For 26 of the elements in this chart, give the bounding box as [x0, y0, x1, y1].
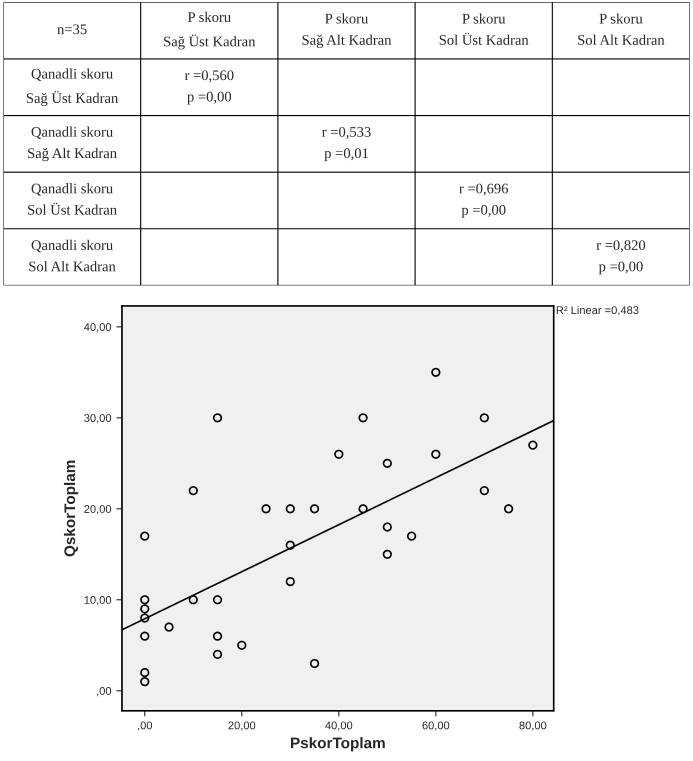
text: r =0,820 p =0,00 — [596, 240, 646, 274]
x-tick-label: 60,00 — [422, 721, 450, 731]
x-tick-label: ,00 — [138, 721, 152, 731]
category-label: Qanadli skoru Sağ Üst Kadran — [26, 68, 118, 106]
y-axis-title: QskorToplam — [64, 460, 78, 556]
y-tick-label: 10,00 — [84, 596, 112, 606]
y-tick-label: 20,00 — [84, 505, 112, 514]
y-tick-label: 40,00 — [84, 323, 112, 332]
x-tick-label: 80,00 — [519, 721, 546, 731]
x-tick-label: 40,00 — [325, 721, 352, 731]
category-label: P skoru Sağ Alt Kadran — [302, 13, 392, 48]
x-axis-title: PskorToplam — [291, 737, 385, 752]
category-label: Qanadli skoru Sağ Alt Kadran — [28, 126, 117, 162]
category-label: Qanadli skoru Sol Üst Kadran — [28, 183, 117, 215]
category-label: P skoru Sağ Üst Kadran — [164, 12, 256, 50]
x-tick-label: 20,00 — [228, 721, 256, 731]
text: R² Linear =0,483 — [556, 306, 638, 316]
y-tick-label: ,00 — [97, 687, 112, 696]
text: r =0,533 p =0,01 — [322, 126, 371, 162]
category-label: Qanadli skoru Sol Alt Kadran — [29, 240, 116, 272]
text: r =0,560 p =0,00 — [184, 70, 234, 104]
category-label: P skoru Sol Alt Kadran — [578, 13, 664, 45]
category-label: P skoru Sol Üst Kadran — [440, 13, 528, 45]
text: r =0,696 p =0,00 — [459, 184, 508, 218]
y-tick-label: 30,00 — [84, 414, 112, 424]
category-label: n=35 — [57, 24, 87, 34]
